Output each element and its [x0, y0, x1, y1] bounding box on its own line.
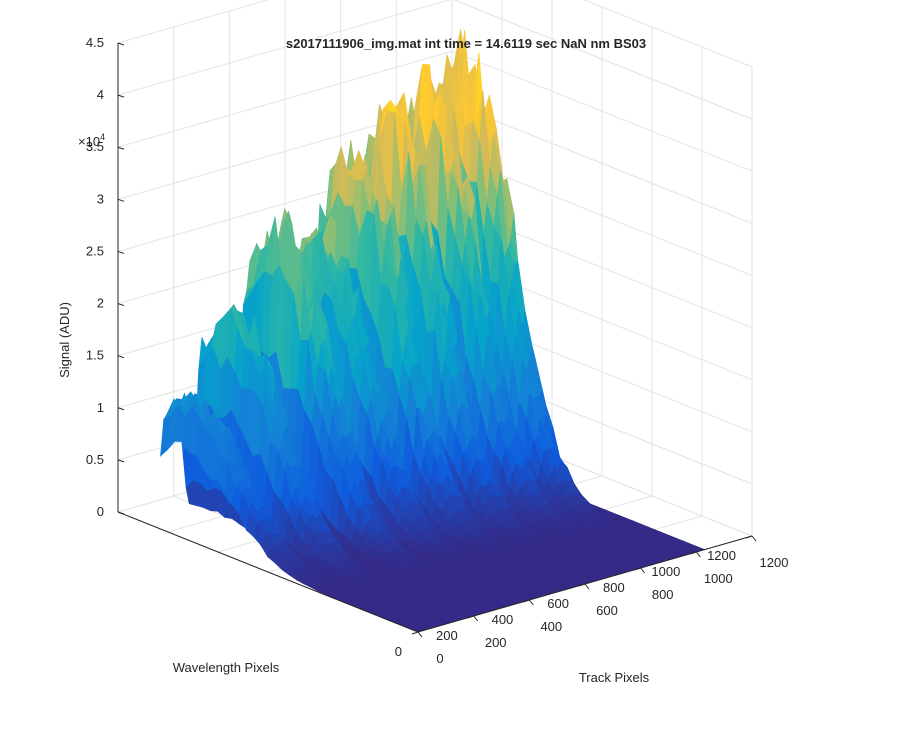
- z-tick-label: 3.5: [86, 139, 104, 154]
- y-tick-mark: [634, 567, 641, 571]
- y-tick-label: 200: [436, 628, 458, 643]
- y-tick-label: 1200: [707, 548, 736, 563]
- grid-line-z-side: [583, 0, 753, 68]
- x-tick-label: 400: [540, 619, 562, 634]
- z-tick-mark: [117, 250, 125, 254]
- x-tick-mark: [695, 551, 701, 558]
- x-tick-label: 1200: [760, 555, 789, 570]
- x-tick-label: 0: [436, 651, 443, 666]
- z-tick-label: 1.5: [86, 348, 104, 363]
- y-tick-mark: [745, 535, 753, 539]
- z-tick-mark: [117, 42, 125, 46]
- x-tick-mark: [640, 567, 646, 574]
- z-tick-mark: [117, 94, 125, 98]
- z-tick-label: 2: [97, 296, 104, 311]
- z-tick-mark: [117, 303, 125, 307]
- y-axis-line: [117, 511, 419, 633]
- z-tick-label: 3: [97, 191, 104, 206]
- x-tick-mark: [584, 583, 590, 590]
- x-tick-mark: [751, 535, 757, 542]
- z-tick-mark: [117, 511, 125, 515]
- z-tick-mark: [117, 355, 125, 359]
- grid-line-z-back: [117, 0, 451, 96]
- x-tick-mark: [473, 615, 479, 622]
- y-tick-mark: [690, 551, 697, 555]
- axes: [117, 42, 757, 638]
- y-tick-label: 0: [395, 644, 402, 659]
- y-tick-mark: [411, 631, 419, 635]
- z-axis-exponent: ×104: [78, 132, 105, 149]
- x-tick-mark: [528, 599, 534, 606]
- y-tick-mark: [578, 583, 586, 587]
- y-tick-label: 600: [547, 596, 569, 611]
- x-tick-mark: [417, 631, 423, 638]
- z-axis-label: Signal (ADU): [57, 302, 72, 378]
- z-tick-mark: [117, 198, 125, 202]
- y-tick-mark: [523, 599, 530, 603]
- chart-title: s2017111906_img.mat int time = 14.6119 s…: [286, 36, 646, 51]
- grid-line-z-side: [452, 0, 753, 120]
- grid-line-z-side: [451, 102, 753, 224]
- grid-line-z-back: [117, 50, 453, 148]
- x-tick-label: 200: [485, 635, 507, 650]
- z-tick-label: 1: [97, 400, 104, 415]
- x-axis-label: Track Pixels: [579, 670, 650, 685]
- z-tick-mark: [117, 407, 125, 411]
- y-tick-label: 1000: [651, 564, 680, 579]
- y-tick-label: 800: [603, 580, 625, 595]
- z-exponent-base: ×10: [78, 134, 100, 149]
- x-tick-label: 1000: [704, 571, 733, 586]
- grid-line-z-back: [117, 0, 270, 44]
- z-exponent-power: 4: [100, 132, 105, 142]
- tick-labels: 0200400600800100012000200400600800100012…: [86, 35, 789, 666]
- x-tick-label: 600: [596, 603, 618, 618]
- z-tick-label: 0.5: [86, 452, 104, 467]
- y-tick-label: 400: [492, 612, 514, 627]
- x-tick-label: 800: [652, 587, 674, 602]
- z-tick-label: 2.5: [86, 243, 104, 258]
- z-tick-mark: [117, 459, 125, 463]
- z-tick-label: 0: [97, 504, 104, 519]
- y-axis-label: Wavelength Pixels: [173, 660, 280, 675]
- z-tick-mark: [117, 146, 125, 150]
- grid-line-z-side: [451, 50, 753, 172]
- z-tick-label: 4: [97, 87, 104, 102]
- z-tick-label: 4.5: [86, 35, 104, 50]
- surface-plot: [160, 29, 706, 633]
- y-tick-mark: [467, 615, 474, 619]
